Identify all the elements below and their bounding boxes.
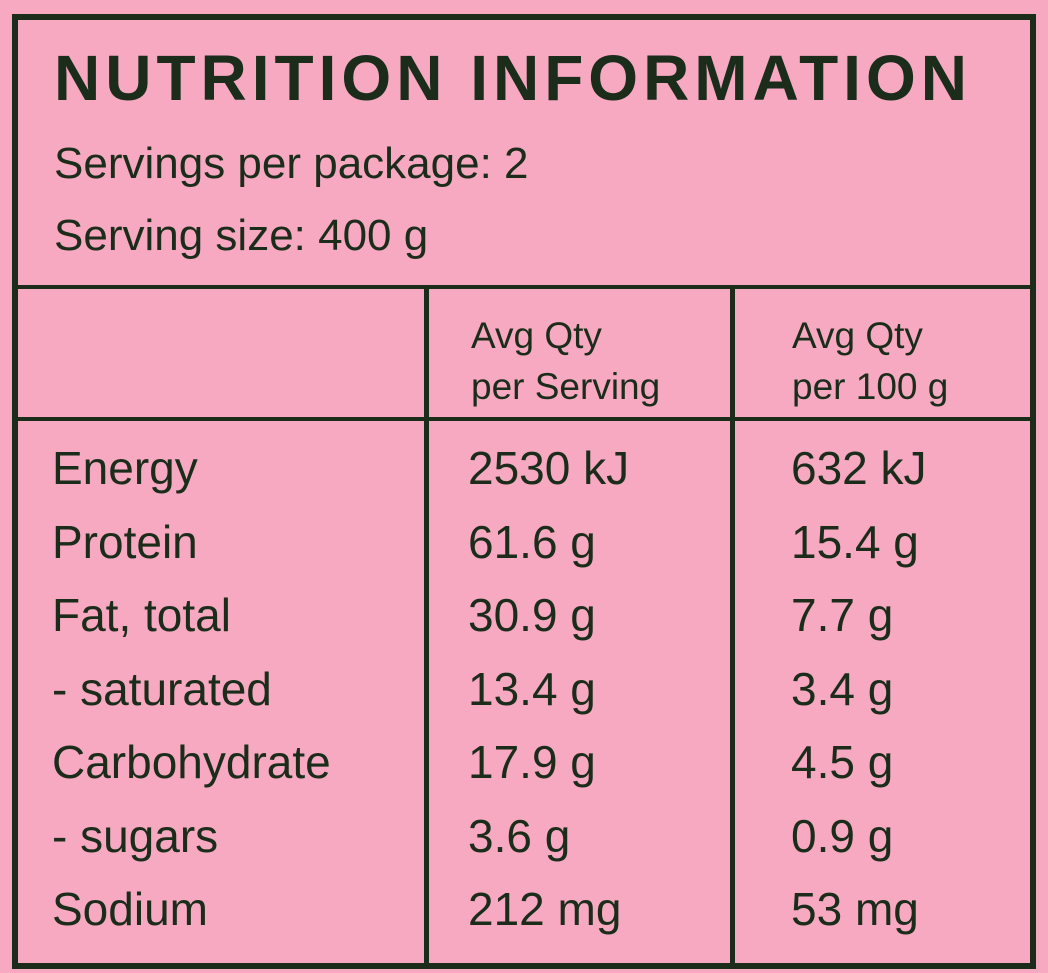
qty-per-serving: 61.6 g [468, 515, 596, 568]
qty-per-serving: 17.9 g [468, 736, 596, 788]
column-header-line: Avg Qty [792, 315, 923, 356]
table-row: - sugars 3.6 g 0.9 g [18, 806, 1030, 880]
qty-per-100g: 53 mg [791, 883, 919, 935]
header-divider [18, 417, 1030, 421]
nutrient-name: Energy [52, 442, 198, 494]
table-row: Carbohydrate 17.9 g 4.5 g [18, 732, 1030, 806]
table-row: Sodium 212 mg 53 mg [18, 879, 1030, 953]
nutrition-panel: NUTRITION INFORMATION Servings per packa… [12, 14, 1036, 969]
nutrient-rows: Energy 2530 kJ 632 kJ Protein 61.6 g 15.… [18, 438, 1030, 953]
nutrient-name: - sugars [52, 809, 219, 862]
column-divider-1 [424, 285, 429, 963]
qty-per-serving: 212 mg [468, 883, 622, 935]
column-header-per-100g: Avg Qty per 100 g [792, 310, 948, 412]
qty-per-100g: 3.4 g [791, 662, 894, 715]
qty-per-100g: 0.9 g [791, 809, 894, 862]
nutrient-name: Protein [52, 515, 198, 568]
table-row: Energy 2530 kJ 632 kJ [18, 438, 1030, 512]
serving-size: Serving size: 400 g [54, 211, 429, 260]
qty-per-100g: 632 kJ [791, 442, 927, 494]
nutrient-name: Fat, total [52, 589, 231, 641]
table-row: - saturated 13.4 g 3.4 g [18, 659, 1030, 733]
table-top-divider [18, 285, 1030, 289]
nutrient-name: Sodium [52, 883, 208, 935]
column-header-line: per Serving [471, 366, 661, 407]
qty-per-serving: 30.9 g [468, 589, 596, 641]
column-header-line: Avg Qty [471, 315, 602, 356]
nutrient-name: Carbohydrate [52, 736, 331, 788]
column-header-line: per 100 g [792, 366, 949, 407]
column-divider-2 [730, 285, 735, 963]
panel-title: NUTRITION INFORMATION [54, 42, 972, 114]
column-header-per-serving: Avg Qty per Serving [471, 310, 660, 412]
qty-per-100g: 4.5 g [791, 736, 894, 788]
qty-per-serving: 3.6 g [468, 809, 571, 862]
qty-per-100g: 7.7 g [791, 589, 894, 641]
table-row: Protein 61.6 g 15.4 g [18, 512, 1030, 586]
qty-per-serving: 13.4 g [468, 662, 596, 715]
qty-per-100g: 15.4 g [791, 515, 919, 568]
servings-per-package: Servings per package: 2 [54, 139, 529, 188]
nutrient-name: - saturated [52, 662, 272, 715]
table-row: Fat, total 30.9 g 7.7 g [18, 585, 1030, 659]
qty-per-serving: 2530 kJ [468, 442, 630, 494]
